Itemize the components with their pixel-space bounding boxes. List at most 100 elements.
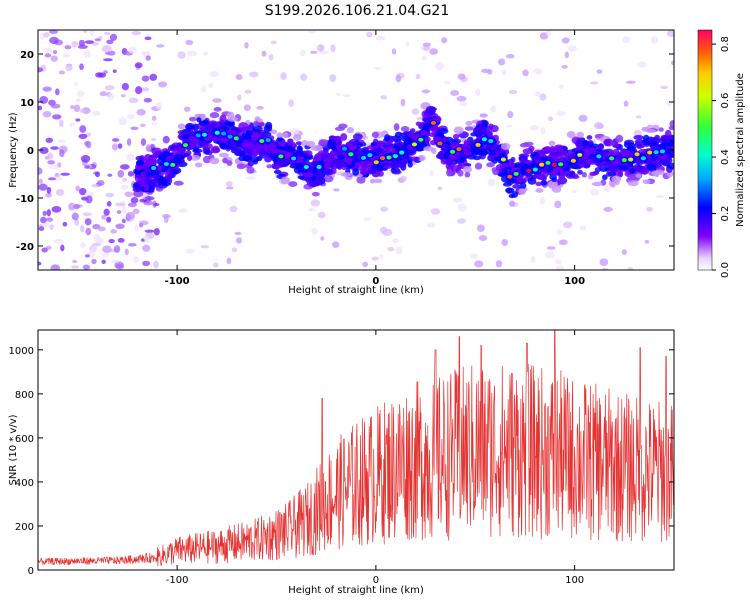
spectrogram-noise-blob — [623, 100, 629, 107]
spectrogram-ridge-blob — [558, 173, 566, 180]
spectrogram-noise-blob — [208, 82, 214, 89]
spectrogram-noise-blob — [307, 30, 317, 34]
spectrogram-ridge-blob — [372, 178, 383, 184]
spectrogram-ridge-blob — [532, 174, 540, 179]
spectrogram-core — [659, 149, 666, 154]
spectrogram-ridge-blob — [251, 148, 259, 157]
spectrogram-y-tick-label: -10 — [16, 194, 34, 205]
spectrogram-noise-blob — [156, 44, 165, 48]
spectrogram-noise-blob — [47, 152, 54, 160]
spectrogram-ridge-blob — [408, 156, 420, 162]
spectrogram-noise-blob — [505, 124, 513, 128]
spectrogram-ridge-blob — [636, 159, 643, 166]
spectrogram-ridge-blob — [563, 166, 570, 172]
spectrogram-noise-blob — [487, 68, 493, 75]
spectrogram-core — [418, 137, 424, 142]
spectrogram-noise-blob — [178, 208, 188, 213]
spectrogram-noise-blob — [115, 223, 125, 230]
spectrogram-noise-blob — [104, 85, 115, 91]
colorbar-tick-label: 0.0 — [720, 262, 731, 278]
spectrogram-ridge-blob — [407, 161, 413, 168]
spectrogram-core — [634, 152, 640, 157]
spectrogram-noise-blob — [333, 188, 340, 192]
spectrogram-ridge-blob — [383, 164, 392, 170]
spectrogram-ridge-blob — [469, 148, 480, 153]
spectrogram-core — [577, 152, 583, 157]
spectrogram-ridge-blob — [370, 167, 379, 173]
spectrogram-noise-blob — [58, 70, 66, 75]
spectrogram-noise-blob — [118, 117, 127, 126]
spectrogram-noise-blob — [109, 33, 118, 41]
spectrogram-ridge-blob — [654, 169, 665, 176]
spectrogram-ridge-blob — [340, 172, 352, 177]
spectrogram-noise-blob — [143, 235, 149, 242]
spectrogram-noise-blob — [117, 169, 125, 178]
spectrogram-noise-blob — [155, 102, 163, 110]
spectrogram-core — [399, 150, 405, 155]
spectrogram-noise-blob — [79, 125, 87, 133]
spectrogram-ridge-blob — [185, 150, 192, 156]
spectrogram-noise-blob — [310, 50, 318, 54]
spectrogram-noise-blob — [95, 171, 100, 178]
snr-y-tick-label: 0 — [28, 566, 34, 577]
spectrogram-noise-blob — [132, 208, 140, 214]
spectrogram-ridge-blob — [228, 140, 235, 146]
spectrogram-noise-blob — [40, 216, 47, 224]
spectrogram-noise-blob — [415, 73, 421, 80]
spectrogram-noise-blob — [627, 267, 634, 270]
spectrogram-ridge-blob — [566, 131, 576, 139]
spectrogram-ridge-blob — [311, 191, 320, 197]
spectrogram-ridge-blob — [319, 140, 328, 148]
spectrogram-noise-blob — [89, 30, 95, 37]
spectrogram-noise-blob — [75, 185, 81, 192]
spectrogram-noise-blob — [42, 86, 52, 92]
spectrogram-noise-blob — [578, 114, 588, 122]
spectrogram-noise-blob — [111, 259, 119, 264]
spectrogram-core — [316, 164, 322, 169]
spectrogram-noise-blob — [53, 238, 64, 244]
spectrogram-noise-blob — [140, 138, 146, 147]
spectrogram-ridge-blob — [135, 155, 144, 161]
spectrogram-noise-blob — [501, 69, 507, 76]
spectrogram-x-tick-label: 100 — [564, 276, 585, 287]
spectrogram-noise-blob — [579, 225, 587, 231]
spectrogram-core — [348, 152, 354, 157]
spectrogram-noise-blob — [127, 114, 135, 119]
spectrogram-ridge-blob — [258, 149, 266, 157]
spectrogram-ridge-blob — [520, 168, 527, 176]
spectrogram-speckles — [38, 30, 674, 270]
spectrogram-noise-blob — [122, 177, 127, 182]
spectrogram-noise-blob — [429, 48, 439, 55]
spectrogram-ridge-blob — [490, 124, 499, 133]
spectrogram-noise-blob — [117, 237, 125, 243]
spectrogram-noise-blob — [429, 170, 434, 177]
spectrogram-ridge-blob — [565, 171, 576, 179]
spectrogram-ridge-blob — [370, 142, 377, 147]
spectrogram-noise-blob — [625, 80, 636, 84]
spectrogram-noise-blob — [39, 95, 49, 104]
spectrogram-ridge-blob — [132, 187, 143, 193]
spectrogram-noise-blob — [38, 178, 43, 185]
spectrogram-ridge-blob — [242, 142, 250, 148]
spectrogram-ridge-blob — [189, 141, 196, 148]
spectrogram-noise-blob — [603, 206, 613, 212]
spectrogram-ridge-blob — [511, 191, 519, 198]
spectrogram-ridge-blob — [446, 168, 453, 177]
spectrogram-ridge-blob — [231, 145, 242, 152]
spectrogram-core — [341, 146, 348, 151]
spectrogram-noise-blob — [57, 139, 66, 144]
spectrogram-ridge-blob — [467, 154, 477, 160]
spectrogram-noise-blob — [637, 61, 647, 68]
spectrogram-ridge-blob — [204, 143, 213, 150]
spectrogram-ridge-blob — [606, 171, 613, 177]
spectrogram-ridge-blob — [509, 161, 515, 168]
spectrogram-ridge-blob — [505, 187, 515, 194]
spectrogram-noise-blob — [621, 249, 627, 255]
spectrogram-noise-blob — [112, 137, 120, 142]
spectrogram-ridge-blob — [241, 155, 250, 162]
spectrogram-noise-blob — [121, 218, 126, 224]
spectrogram-core — [170, 162, 176, 167]
spectrogram-noise-blob — [79, 63, 84, 71]
spectrogram-ridge-blob — [438, 128, 449, 135]
